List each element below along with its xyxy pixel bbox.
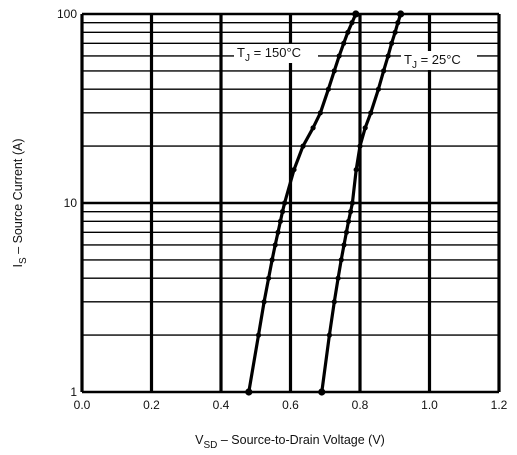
data-point [277, 218, 284, 224]
data-point [318, 388, 326, 396]
data-point [272, 242, 278, 248]
data-point [269, 257, 275, 263]
x-tick-label: 0.4 [213, 398, 230, 412]
data-point [385, 53, 391, 59]
data-point [325, 86, 331, 92]
data-point [310, 125, 316, 131]
data-point [245, 388, 253, 396]
x-tick-label: 0.2 [143, 398, 160, 412]
grid [80, 12, 501, 394]
data-point [348, 209, 354, 215]
x-tick-label: 0.6 [282, 398, 299, 412]
data-point [368, 110, 374, 116]
y-tick-label: 100 [57, 7, 77, 21]
data-point [281, 200, 288, 206]
data-point [335, 275, 341, 281]
x-tick-label: 1.2 [491, 398, 508, 412]
data-point [357, 143, 363, 149]
data-point [353, 167, 359, 173]
data-point [349, 20, 355, 26]
data-point [338, 257, 344, 263]
data-point [317, 110, 323, 116]
series-label-bg [401, 51, 477, 70]
data-point [345, 29, 351, 35]
data-point [345, 218, 352, 224]
data-point [336, 53, 342, 59]
data-point [326, 332, 333, 338]
y-axis-label: IS – Source Current (A) [11, 139, 29, 268]
data-point [255, 332, 262, 338]
series-label-bg [234, 44, 318, 63]
y-tick-label: 10 [64, 196, 78, 210]
y-tick-label: 1 [70, 385, 77, 399]
data-point [279, 209, 286, 215]
data-point [352, 10, 360, 18]
data-point [261, 299, 267, 305]
data-point [266, 275, 272, 281]
series-label: TJ = 25°C [404, 52, 461, 71]
data-point [395, 20, 401, 26]
x-tick-label: 1.0 [421, 398, 438, 412]
data-point [392, 29, 398, 35]
axis-labels: TJ = 150°C TJ = 25°C VSD – Source-to-Drain… [11, 44, 477, 451]
data-point [362, 125, 368, 131]
x-axis-label: VSD – Source-to-Drain Voltage (V) [195, 433, 385, 451]
data-point [397, 10, 405, 18]
data-point [291, 167, 297, 173]
data-point [331, 299, 337, 305]
x-tick-label: 0.0 [74, 398, 91, 412]
data-point [381, 68, 387, 74]
data-point [389, 40, 395, 46]
data-point [331, 68, 337, 74]
data-point [375, 86, 382, 92]
data-point [341, 40, 347, 46]
series-lines [245, 10, 405, 396]
data-point [349, 200, 355, 206]
data-point [275, 229, 281, 235]
tick-labels: 0.0 0.2 0.4 0.6 0.8 1.0 1.2 1 10 100 [57, 7, 508, 412]
series-label: TJ = 150°C [237, 45, 301, 64]
data-point [300, 143, 306, 149]
data-point [343, 229, 350, 235]
data-point [341, 242, 347, 248]
x-tick-label: 0.8 [352, 398, 369, 412]
